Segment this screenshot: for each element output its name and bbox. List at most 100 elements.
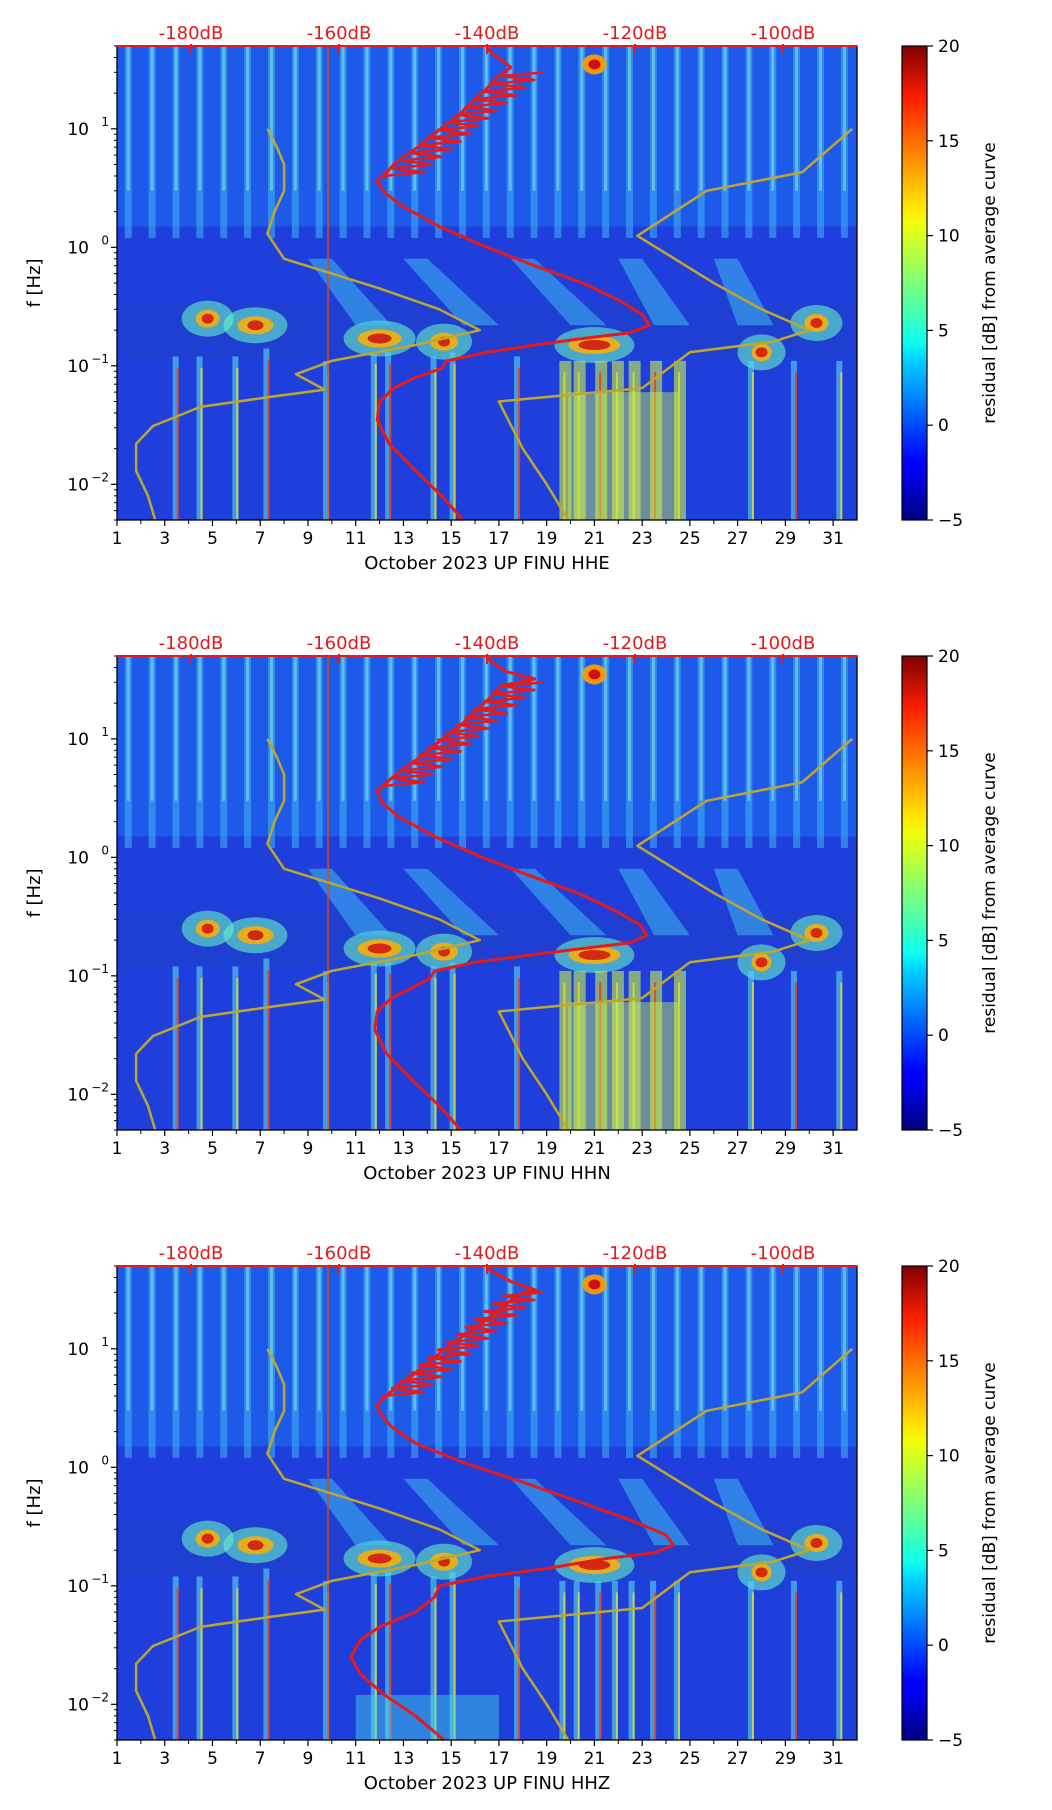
y-tick-exponent: −1: [91, 1572, 109, 1586]
daily-noise-streak-core: [437, 1266, 441, 1411]
x-tick-label: 19: [536, 529, 558, 549]
spectrogram-image: [117, 656, 857, 1130]
daily-noise-streak-core: [150, 46, 154, 191]
x-tick-label: 27: [727, 529, 749, 549]
x-tick-label: 29: [775, 1139, 797, 1159]
low-frequency-streak-core: [677, 982, 680, 1130]
low-frequency-streak-core: [453, 1583, 456, 1740]
median-psd-curve-jitter: [381, 1291, 545, 1398]
low-frequency-streak: [836, 360, 843, 520]
low-frequency-streak: [747, 360, 754, 520]
daily-noise-streak-core: [508, 656, 512, 801]
y-tick-exponent: −1: [91, 352, 109, 366]
daily-noise-streak-core: [365, 656, 369, 801]
storm-plume: [618, 1478, 690, 1546]
low-frequency-streak: [790, 360, 797, 520]
colorbar-frame: [901, 1265, 928, 1741]
daily-noise-streak-core: [174, 46, 178, 191]
daily-noise-streak-core: [174, 656, 178, 801]
low-frequency-streak-core: [654, 372, 657, 520]
vertical-event-line: [327, 1266, 330, 1740]
x-tick-label: 21: [584, 529, 606, 549]
high-noise-model-curve: [497, 127, 854, 521]
storm-plume: [510, 868, 607, 936]
daily-noise-streak-core: [508, 1266, 512, 1411]
daily-noise-streak-core: [795, 1266, 799, 1411]
high-noise-model-curve: [497, 737, 854, 1131]
microseism-plume-peak: [201, 1533, 214, 1544]
top-db-label: -180dB: [159, 633, 224, 654]
y-tick-label: 10: [67, 730, 89, 750]
storm-plume: [618, 868, 690, 936]
y-tick-label: 10: [67, 120, 89, 140]
low-frequency-streak: [232, 966, 239, 1130]
low-frequency-streak-core: [794, 982, 797, 1130]
daily-noise-streak-core: [389, 46, 393, 191]
low-frequency-streak: [836, 970, 843, 1130]
y-tick-label: 10: [67, 238, 89, 258]
microseism-plume-peak: [755, 957, 768, 968]
x-tick-label: 17: [488, 529, 510, 549]
y-tick-exponent: 1: [101, 115, 109, 129]
x-tick-label: 11: [345, 529, 367, 549]
colorbar-label: residual [dB] from average curve: [980, 1362, 1000, 1643]
vertical-event-line: [327, 46, 330, 520]
low-frequency-streak-core: [176, 367, 179, 520]
low-frequency-streak: [370, 352, 377, 520]
low-frequency-streak: [263, 348, 270, 520]
daily-noise-streak-core: [651, 1266, 655, 1411]
low-noise-model-curve: [134, 128, 482, 521]
spectrogram-image: [117, 1266, 857, 1740]
low-frequency-streak-core: [654, 982, 657, 1130]
daily-noise-streak-core: [341, 46, 345, 191]
low-frequency-streak: [385, 1572, 392, 1740]
top-db-label: -100dB: [751, 633, 816, 654]
low-frequency-streak-core: [840, 1592, 843, 1740]
x-tick-label: 17: [488, 1139, 510, 1159]
daily-noise-streak-core: [532, 1266, 536, 1411]
x-tick-label: 5: [207, 1749, 218, 1769]
daily-noise-streak-core: [747, 1266, 751, 1411]
low-frequency-streak-core: [563, 1592, 566, 1740]
colorbar-tick-label: 10: [938, 1447, 960, 1467]
low-frequency-streak-core: [677, 1592, 680, 1740]
x-tick-label: 31: [822, 1139, 844, 1159]
x-tick-label: 15: [440, 1749, 462, 1769]
colorbar-tick-label: 0: [938, 1026, 949, 1046]
low-frequency-streak-core: [654, 1592, 657, 1740]
colorbar-tick-label: 5: [938, 1541, 949, 1561]
low-frequency-streak: [370, 1572, 377, 1740]
top-db-label: -100dB: [751, 23, 816, 44]
daily-noise-streak-core: [699, 46, 703, 191]
low-frequency-warm-zone: [355, 1694, 499, 1740]
daily-noise-streak-core: [413, 1266, 417, 1411]
top-db-label: -180dB: [159, 23, 224, 44]
x-axis-label: October 2023 UP FINU HHE: [364, 553, 610, 574]
x-tick-label: 31: [822, 1749, 844, 1769]
daily-noise-streak-core: [317, 46, 321, 191]
colorbar-tick-label: 20: [938, 37, 960, 57]
low-noise-model-curve: [134, 1348, 482, 1741]
colorbar-frame: [901, 655, 928, 1131]
low-frequency-streak-core: [389, 1583, 392, 1740]
daily-noise-streak-core: [198, 46, 202, 191]
x-tick-label: 5: [207, 529, 218, 549]
low-frequency-streak-core: [434, 1587, 437, 1740]
microseism-plume-peak: [247, 320, 264, 331]
daily-noise-streak-core: [556, 46, 560, 191]
x-tick-label: 1: [112, 1139, 123, 1159]
low-frequency-streak: [747, 1580, 754, 1740]
daily-noise-streak-core: [771, 46, 775, 191]
daily-noise-streak-core: [389, 656, 393, 801]
low-frequency-streak: [449, 352, 456, 520]
microseism-plume-peak: [810, 1537, 823, 1548]
low-frequency-streak-core: [599, 982, 602, 1130]
colorbar: −5 0 5 10 15 20 residual [dB] from average cur…: [901, 1257, 1000, 1751]
y-tick-exponent: 1: [101, 1335, 109, 1349]
daily-noise-streak-core: [819, 46, 822, 191]
daily-noise-streak-core: [723, 656, 727, 801]
low-frequency-streak-core: [751, 1592, 754, 1740]
colorbar: −5 0 5 10 15 20 residual [dB] from average cur…: [901, 37, 1000, 531]
